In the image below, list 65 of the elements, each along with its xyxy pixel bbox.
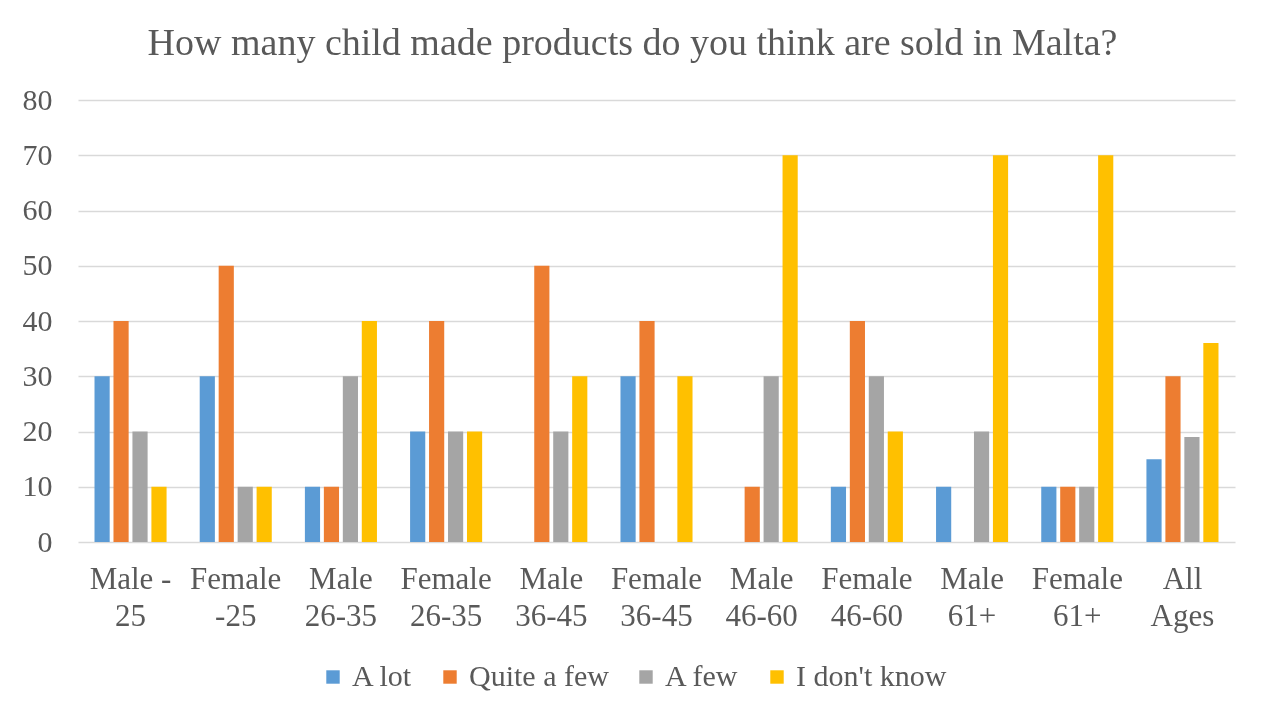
bar: [572, 376, 588, 542]
bar: [304, 486, 321, 542]
y-tick-label: 50: [22, 248, 53, 282]
bar: [342, 376, 358, 542]
bar: [973, 431, 990, 542]
bar: [1079, 486, 1095, 542]
x-tick-label: Female 46-60: [821, 560, 913, 633]
bar: [256, 486, 272, 542]
bar: [237, 486, 253, 542]
bar: [1203, 343, 1219, 542]
bar: [361, 321, 377, 542]
bar: [323, 486, 340, 542]
x-tick-label: All Ages: [1150, 560, 1215, 633]
bar: [936, 486, 952, 542]
bar: [466, 431, 483, 542]
bar: [1184, 437, 1200, 542]
x-tick-label: Female 36-45: [610, 560, 703, 633]
legend-label: Quite a few: [469, 659, 610, 692]
x-tick-label: Male 36-45: [515, 560, 588, 633]
bar: [113, 321, 129, 542]
bar: [429, 321, 445, 542]
bar: [744, 486, 760, 542]
bar: [410, 431, 426, 542]
x-tick-label: Male 46-60: [725, 560, 798, 633]
bar: [1165, 376, 1181, 542]
y-tick-label: 80: [22, 82, 53, 116]
bar: [1060, 486, 1076, 542]
bar: [763, 376, 779, 542]
bar: [1146, 459, 1162, 542]
y-tick-label: 0: [37, 524, 53, 558]
bar: [849, 321, 865, 542]
bar: [94, 376, 110, 542]
legend-label: A few: [665, 659, 738, 692]
y-tick-label: 70: [22, 137, 53, 171]
bar: [1041, 486, 1057, 542]
y-tick-label: 40: [22, 303, 53, 337]
bar: [199, 376, 215, 542]
chart-title: How many child made products do you think are sold in Malta?: [147, 21, 1118, 63]
bar: [1098, 155, 1114, 542]
y-tick-label: 20: [22, 414, 53, 447]
bar: [534, 265, 550, 542]
x-tick-label: Male - 25: [89, 560, 172, 633]
bar: [639, 321, 655, 542]
bar: [868, 376, 884, 542]
x-tick-label: Female 61+: [1031, 560, 1123, 633]
bar: [887, 431, 903, 542]
legend-label: I don't know: [796, 659, 947, 692]
legend-label: A lot: [352, 659, 412, 692]
x-tick-label: Female 26-35: [400, 560, 492, 633]
x-tick-label: Male 61+: [940, 560, 1004, 633]
bar: [830, 486, 847, 542]
bar: [677, 376, 693, 542]
y-tick-label: 30: [22, 358, 53, 392]
bar: [992, 155, 1009, 542]
y-tick-label: 10: [22, 469, 53, 503]
bar: [132, 431, 148, 542]
bar: [218, 265, 234, 542]
bar: [151, 486, 167, 542]
y-tick-label: 60: [22, 193, 53, 226]
x-tick-label: Male 26-35: [304, 560, 378, 633]
bar: [620, 376, 636, 542]
bar: [448, 431, 464, 542]
bar: [782, 155, 798, 542]
bar: [553, 431, 569, 542]
x-tick-label: Female -25: [190, 560, 282, 633]
